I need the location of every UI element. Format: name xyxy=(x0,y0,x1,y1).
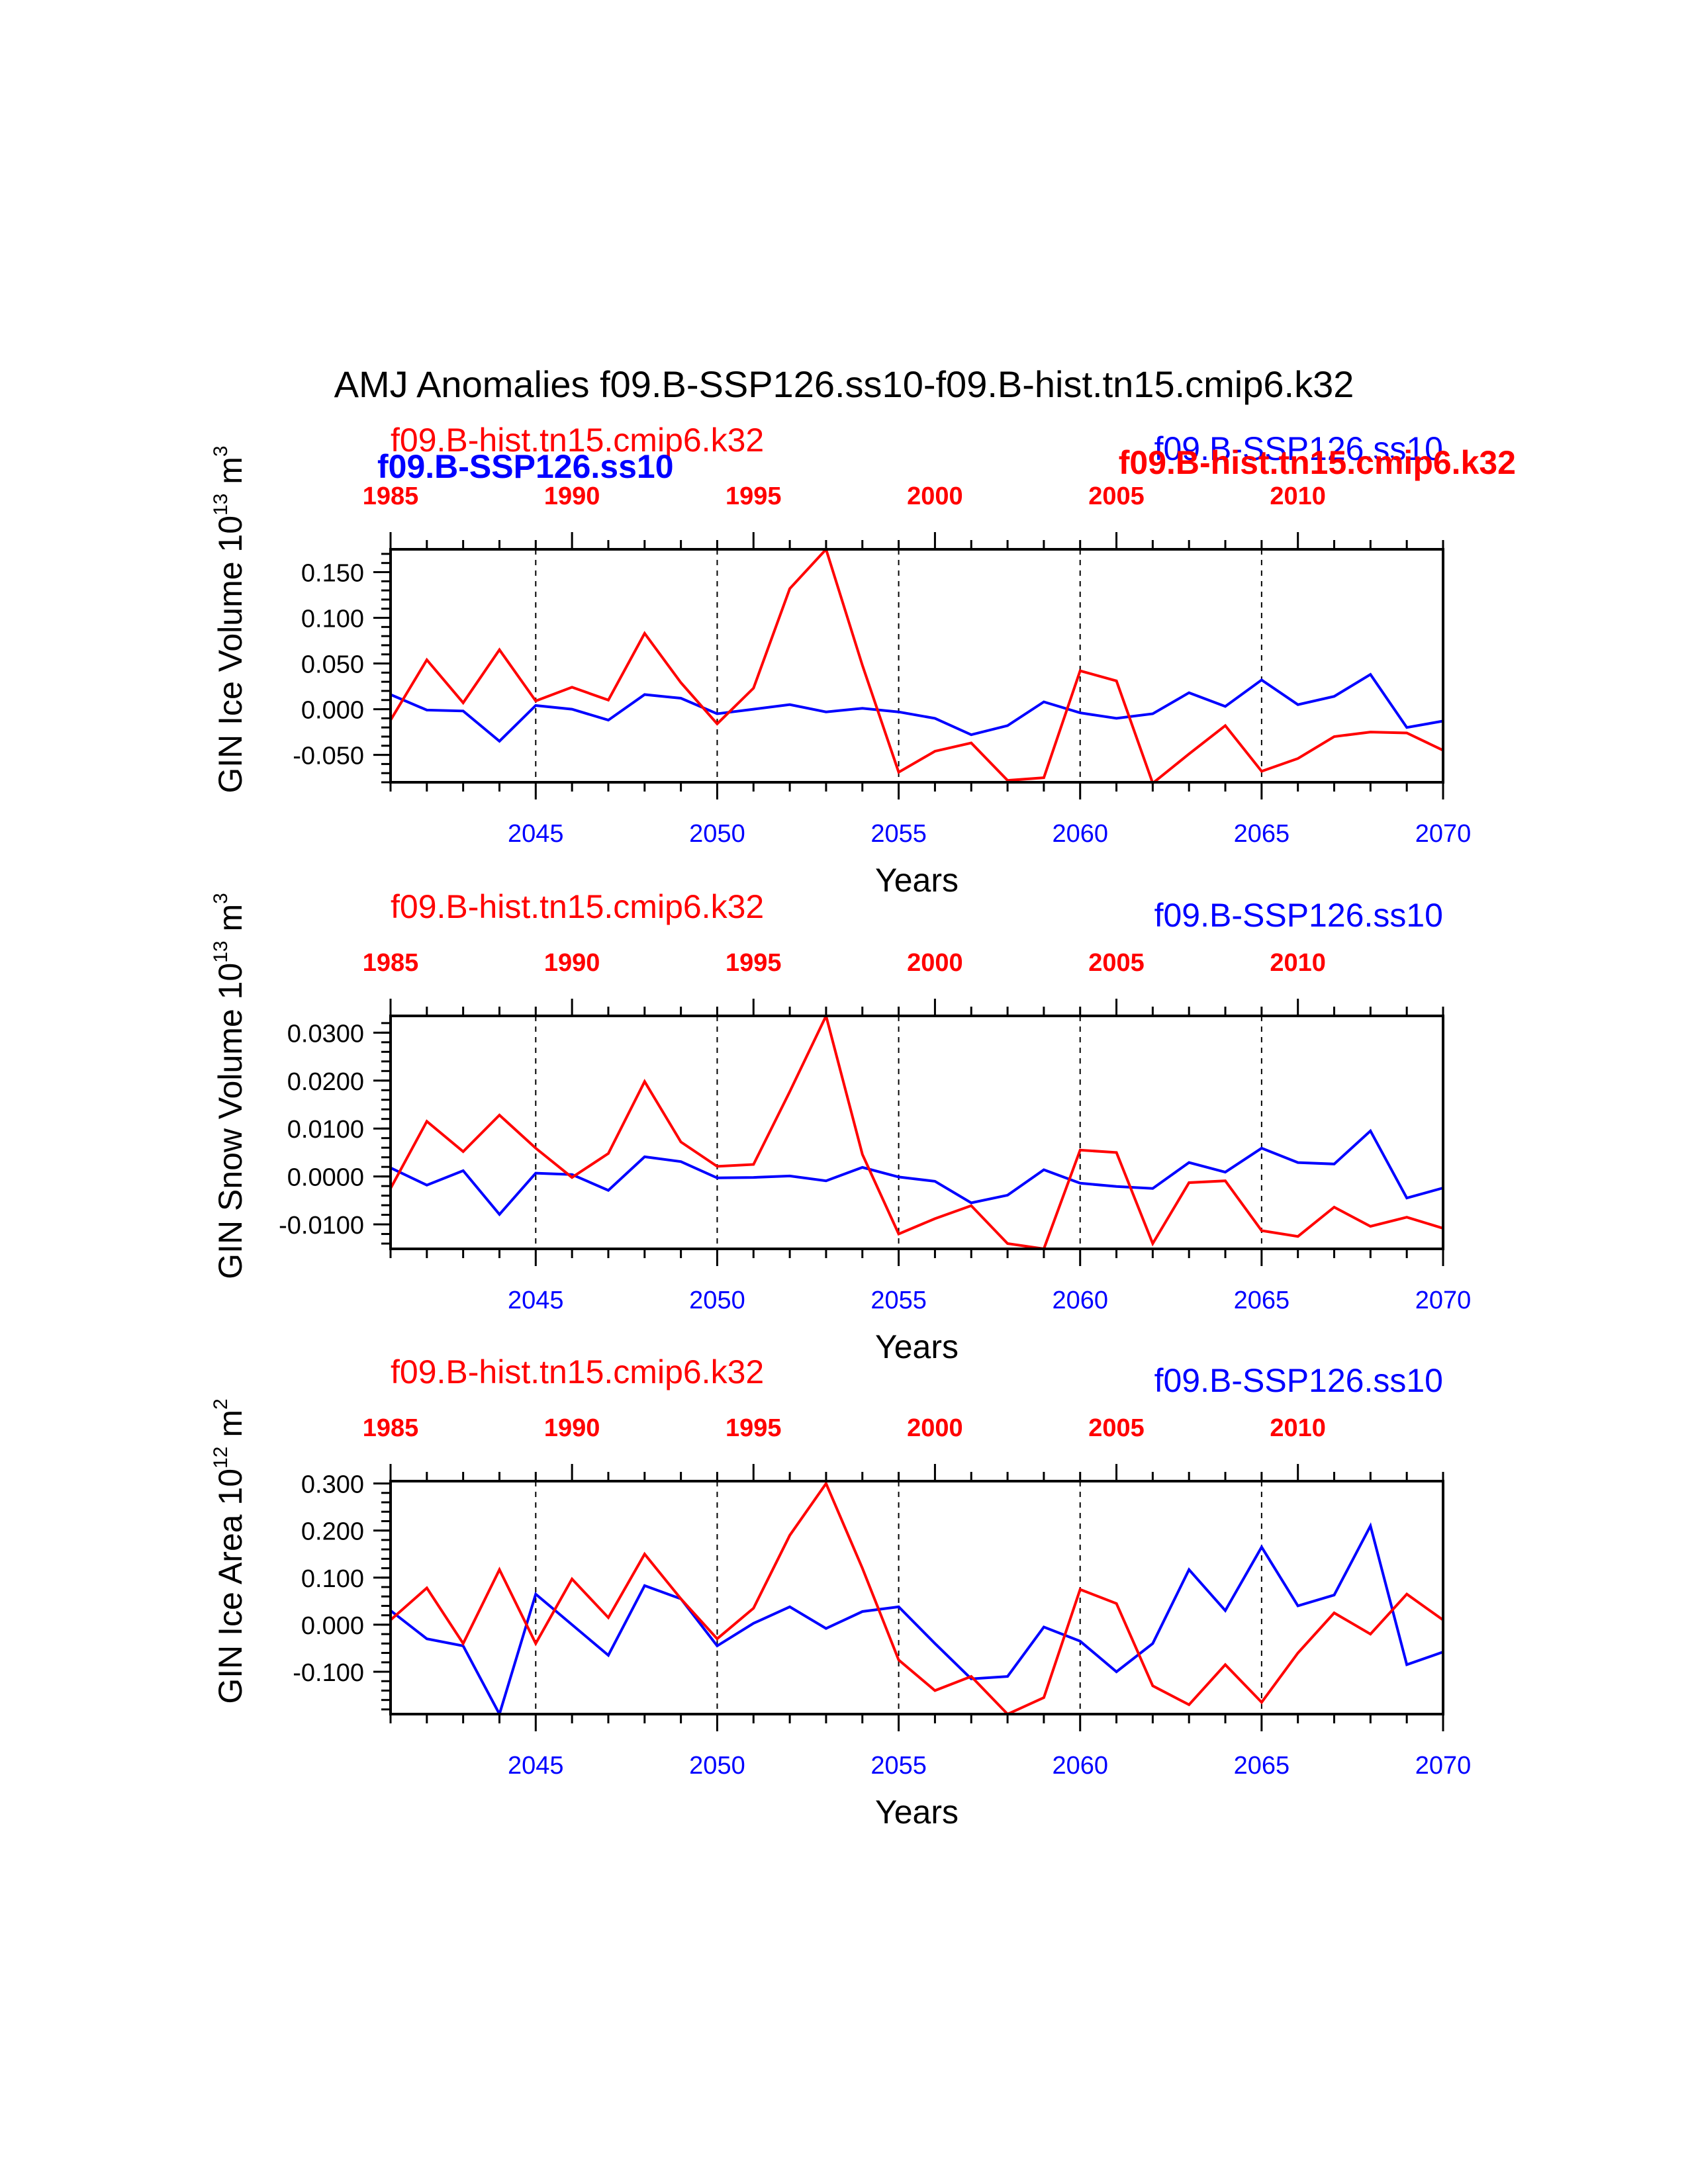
series-line-hist xyxy=(389,1480,1444,1716)
panel-2: 2045 2050 2055 2060 2065 2070 1985 1990 1995 2000… xyxy=(210,888,1471,1365)
top-x-tick-label: 2010 xyxy=(1270,1414,1326,1442)
right-series-title: f09.B-SSP126.ss10 xyxy=(1154,897,1443,934)
y-axis-title-text: GIN Ice Area 10 xyxy=(212,1469,249,1704)
right-series-title: f09.B-SSP126.ss10 xyxy=(1154,1362,1443,1399)
top-x-tick-label: 2010 xyxy=(1270,949,1326,977)
series-line-hist xyxy=(389,547,1444,786)
x-tick-label: 2065 xyxy=(1234,1287,1290,1314)
main-title: AMJ Anomalies f09.B-SSP126.ss10-f09.B-hi… xyxy=(334,363,1354,405)
panels: 2045 2050 2055 2060 2065 2070 1985 1990 1995 2000… xyxy=(210,422,1471,1831)
x-tick-label: 2070 xyxy=(1415,1752,1472,1780)
y-tick-label: 0.050 xyxy=(301,651,364,679)
x-axis-title: Years xyxy=(875,1328,959,1365)
y-axis-title-text: GIN Ice Volume 10 xyxy=(212,516,249,794)
top-x-tick-label: 2000 xyxy=(907,949,963,977)
top-x-tick-label: 2005 xyxy=(1088,482,1145,510)
y-axis-title-unit: m xyxy=(212,457,249,494)
overlay-hist-bold-label: f09.B-hist.tn15.cmip6.k32 xyxy=(1119,444,1516,481)
left-series-title: f09.B-hist.tn15.cmip6.k32 xyxy=(391,422,764,459)
top-x-tick-label: 2000 xyxy=(907,482,963,510)
y-axis-title-unit-exponent: 2 xyxy=(210,1398,232,1410)
x-tick-label: 2060 xyxy=(1052,820,1108,848)
x-tick-label: 2060 xyxy=(1052,1752,1108,1780)
y-tick-label: 0.0300 xyxy=(287,1020,364,1048)
top-x-tick-label: 2005 xyxy=(1088,1414,1145,1442)
y-tick-label: 0.300 xyxy=(301,1471,364,1499)
overlay-labels: f09.B-SSP126.ss10 f09.B-hist.tn15.cmip6.… xyxy=(377,444,1516,485)
y-tick-label: -0.100 xyxy=(293,1659,364,1687)
y-tick-label: 0.000 xyxy=(301,1612,364,1640)
top-x-tick-label: 2000 xyxy=(907,1414,963,1442)
top-x-tick-label: 1995 xyxy=(726,949,782,977)
x-tick-label: 2050 xyxy=(689,1287,745,1314)
x-tick-label: 2065 xyxy=(1234,1752,1290,1780)
overlay-ssp-bold-label: f09.B-SSP126.ss10 xyxy=(377,448,674,485)
series-line-ssp xyxy=(390,1128,1444,1216)
y-tick-label: 0.100 xyxy=(301,1565,364,1593)
x-axis-title: Years xyxy=(875,862,959,899)
series-line-hist xyxy=(389,1012,1444,1251)
x-tick-label: 2050 xyxy=(689,1752,745,1780)
x-tick-label: 2045 xyxy=(508,1752,564,1780)
x-tick-label: 2045 xyxy=(508,820,564,848)
y-tick-label: 0.0100 xyxy=(287,1116,364,1144)
y-axis-title-exponent: 13 xyxy=(210,494,232,516)
y-axis-title: GIN Snow Volume 1013 m3 xyxy=(210,893,249,1279)
top-x-tick-label: 2005 xyxy=(1088,949,1145,977)
y-axis-title-unit-exponent: 3 xyxy=(210,893,232,904)
x-axis-title: Years xyxy=(875,1794,959,1831)
x-tick-label: 2065 xyxy=(1234,820,1290,848)
top-x-tick-label: 1985 xyxy=(363,482,419,510)
x-tick-label: 2055 xyxy=(870,1287,927,1314)
y-axis-title: GIN Ice Volume 1013 m3 xyxy=(210,445,249,793)
series-line-ssp xyxy=(389,1522,1444,1718)
y-axis-title-unit-exponent: 3 xyxy=(210,445,232,457)
panel-3: 2045 2050 2055 2060 2065 2070 1985 1990 1995 2000… xyxy=(210,1353,1471,1831)
y-tick-label: -0.050 xyxy=(293,743,364,770)
top-x-tick-label: 1990 xyxy=(544,482,600,510)
x-tick-label: 2045 xyxy=(508,1287,564,1314)
y-tick-label: 0.150 xyxy=(301,560,364,588)
left-series-title: f09.B-hist.tn15.cmip6.k32 xyxy=(391,1353,764,1390)
y-axis-title-unit: m xyxy=(212,904,249,941)
y-axis-title-exponent: 13 xyxy=(210,940,232,962)
y-tick-label: 0.0200 xyxy=(287,1068,364,1096)
x-tick-label: 2055 xyxy=(870,820,927,848)
top-x-tick-label: 1985 xyxy=(363,949,419,977)
top-x-tick-label: 1990 xyxy=(544,949,600,977)
y-axis-title-exponent: 12 xyxy=(210,1447,232,1469)
top-x-tick-label: 1990 xyxy=(544,1414,600,1442)
x-tick-label: 2055 xyxy=(870,1752,927,1780)
y-axis-title: GIN Ice Area 1012 m2 xyxy=(210,1398,249,1704)
left-series-title: f09.B-hist.tn15.cmip6.k32 xyxy=(391,888,764,925)
top-x-tick-label: 2010 xyxy=(1270,482,1326,510)
plot-frame xyxy=(389,1015,1444,1250)
y-axis-title-text: GIN Snow Volume 10 xyxy=(212,963,249,1279)
top-x-tick-label: 1995 xyxy=(726,482,782,510)
series-line-ssp xyxy=(390,672,1444,743)
x-tick-label: 2050 xyxy=(689,820,745,848)
x-tick-label: 2070 xyxy=(1415,820,1472,848)
y-tick-label: 0.200 xyxy=(301,1518,364,1546)
x-tick-label: 2070 xyxy=(1415,1287,1472,1314)
y-tick-label: -0.0100 xyxy=(279,1212,364,1240)
top-x-tick-label: 1985 xyxy=(363,1414,419,1442)
x-tick-label: 2060 xyxy=(1052,1287,1108,1314)
top-x-tick-label: 1995 xyxy=(726,1414,782,1442)
plot-frame xyxy=(389,1480,1444,1715)
right-series-title: f09.B-SSP126.ss10 xyxy=(1154,430,1443,467)
plot-frame xyxy=(389,548,1444,784)
y-tick-label: 0.100 xyxy=(301,606,364,633)
panel-1: 2045 2050 2055 2060 2065 2070 1985 1990 1995 2000… xyxy=(210,422,1471,899)
y-tick-label: 0.0000 xyxy=(287,1164,364,1192)
y-tick-label: 0.000 xyxy=(301,697,364,725)
y-axis-title-unit: m xyxy=(212,1410,249,1447)
